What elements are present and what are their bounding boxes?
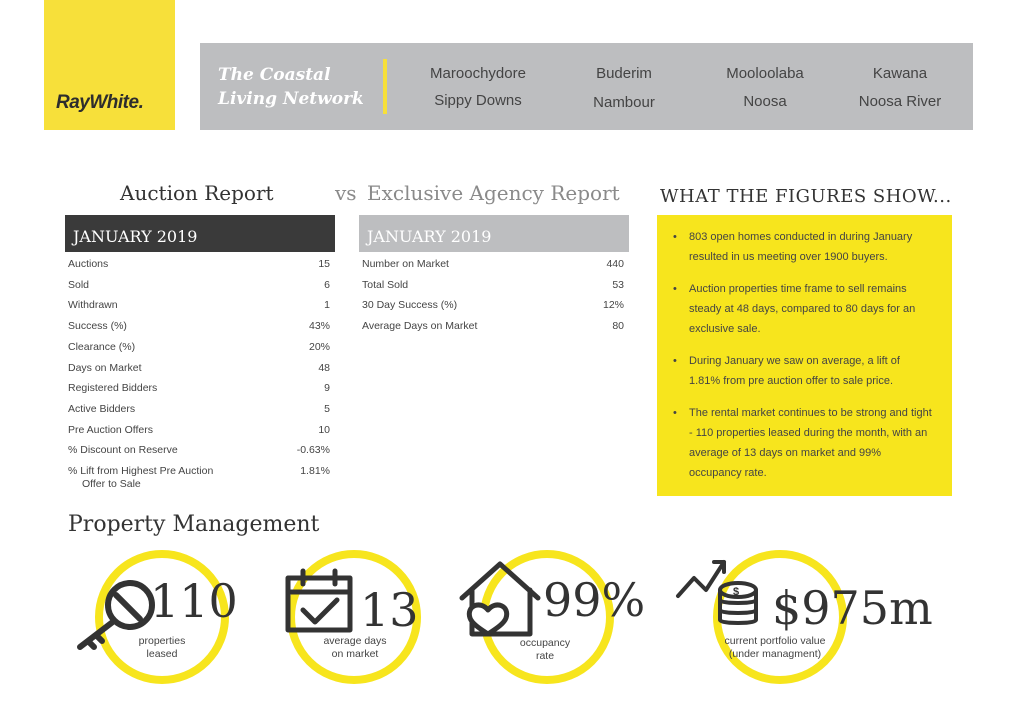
row-label: Sold bbox=[68, 278, 90, 291]
row-label: 30 Day Success (%) bbox=[362, 299, 458, 312]
stat-caption-portfolio: current portfolio value (under managment… bbox=[724, 635, 826, 660]
location-noosa: Noosa bbox=[743, 93, 787, 110]
table-row: 30 Day Success (%) 12% bbox=[362, 299, 624, 313]
location-noosa-river: Noosa River bbox=[858, 93, 942, 110]
logo-text: RayWhite. bbox=[56, 92, 144, 113]
row-label: Total Sold bbox=[362, 278, 409, 291]
row-label: Success (%) bbox=[68, 320, 127, 333]
row-value: 15 bbox=[318, 258, 330, 270]
table-row: Clearance (%) 20% bbox=[68, 341, 330, 355]
row-value: 53 bbox=[612, 278, 624, 291]
row-value: 12% bbox=[602, 299, 624, 312]
auction-report-title: Auction Report bbox=[120, 181, 274, 205]
row-label: Registered Bidders bbox=[68, 382, 158, 395]
table-row: Success (%) 43% bbox=[68, 320, 330, 334]
stat-ring-portfolio bbox=[713, 550, 847, 684]
row-label: Clearance (%) bbox=[68, 340, 136, 353]
row-label: Active Bidders bbox=[68, 402, 136, 415]
row-label: Auctions bbox=[68, 258, 109, 270]
table-row: Average Days on Market 80 bbox=[362, 320, 624, 334]
vs-label: vs bbox=[335, 181, 357, 205]
ray-white-logo: RayWhite. bbox=[44, 0, 175, 130]
network-tagline: The Coastal Living Network bbox=[218, 65, 364, 109]
figure-bullet: 803 open homes conducted in during Janua… bbox=[673, 227, 934, 267]
house-heart-icon bbox=[459, 561, 541, 637]
row-value: 80 bbox=[612, 320, 624, 333]
table-row: Active Bidders 5 bbox=[68, 403, 330, 417]
property-management-title: Property Management bbox=[68, 512, 320, 537]
row-value: 9 bbox=[324, 382, 330, 395]
coins-growth-icon: $ bbox=[676, 560, 758, 625]
key-icon bbox=[77, 580, 155, 650]
stat-value-portfolio: $975m bbox=[772, 581, 933, 635]
row-value: 43% bbox=[308, 320, 330, 333]
row-value: 440 bbox=[606, 258, 624, 270]
row-label: % Lift from Highest Pre Auction Offer to … bbox=[68, 465, 214, 490]
stat-caption-leased: properties leased bbox=[138, 635, 186, 660]
stat-ring-leased bbox=[95, 550, 229, 684]
figure-bullet: During January we saw on average, a lift… bbox=[673, 351, 934, 391]
figures-box: 803 open homes conducted in during Janua… bbox=[657, 215, 952, 496]
row-label: Average Days on Market bbox=[362, 320, 478, 333]
svg-text:$: $ bbox=[733, 586, 739, 598]
table-row: Withdrawn 1 bbox=[68, 299, 330, 313]
exclusive-report-title: Exclusive Agency Report bbox=[367, 181, 620, 205]
row-value: 20% bbox=[308, 340, 330, 353]
location-mooloolaba: Mooloolaba bbox=[726, 65, 804, 82]
row-label: Pre Auction Offers bbox=[68, 423, 154, 436]
banner-divider bbox=[383, 59, 387, 114]
row-value: 10 bbox=[318, 423, 330, 436]
table-row: % Discount on Reserve -0.63% bbox=[68, 444, 330, 458]
row-value: 1.81% bbox=[300, 465, 330, 477]
auction-period-header: JANUARY 2019 bbox=[65, 215, 335, 252]
row-value: 6 bbox=[324, 278, 330, 291]
table-row: Sold 6 bbox=[68, 279, 330, 293]
figures-title: WHAT THE FIGURES SHOW... bbox=[660, 186, 952, 207]
figure-bullet: Auction properties time frame to sell re… bbox=[673, 279, 934, 339]
row-value: 1 bbox=[324, 299, 330, 312]
row-value: 5 bbox=[324, 402, 330, 415]
location-nambour: Nambour bbox=[593, 94, 655, 111]
table-row: Registered Bidders 9 bbox=[68, 382, 330, 396]
row-label: % Discount on Reserve bbox=[68, 444, 178, 457]
row-label: Days on Market bbox=[68, 361, 142, 374]
row-value: -0.63% bbox=[296, 444, 330, 457]
table-row: Days on Market 48 bbox=[68, 362, 330, 376]
row-label: Withdrawn bbox=[68, 299, 118, 312]
calendar-check-icon bbox=[285, 568, 353, 633]
exclusive-period-header: JANUARY 2019 bbox=[359, 215, 629, 252]
table-row: Number on Market 440 bbox=[362, 258, 624, 272]
stat-value-leased: 110 bbox=[150, 574, 238, 628]
table-row: Auctions 15 bbox=[68, 258, 330, 272]
header-banner: The Coastal Living Network Maroochydore … bbox=[200, 43, 973, 130]
stat-ring-days bbox=[287, 550, 421, 684]
stat-caption-days: average days on market bbox=[323, 635, 387, 660]
table-row: Pre Auction Offers 10 bbox=[68, 424, 330, 438]
stat-value-days: 13 bbox=[360, 583, 419, 637]
figure-bullet: The rental market continues to be strong… bbox=[673, 403, 934, 483]
stat-value-occupancy: 99% bbox=[543, 573, 646, 627]
table-row: % Lift from Highest Pre Auction Offer to … bbox=[68, 465, 330, 493]
row-label: Number on Market bbox=[362, 258, 449, 270]
table-row: Total Sold 53 bbox=[362, 279, 624, 293]
location-buderim: Buderim bbox=[596, 65, 652, 82]
row-value: 48 bbox=[318, 361, 330, 374]
location-sippy-downs: Sippy Downs bbox=[434, 92, 522, 109]
location-maroochydore: Maroochydore bbox=[430, 65, 526, 82]
location-kawana: Kawana bbox=[872, 65, 928, 82]
stat-caption-occupancy: occupancy rate bbox=[519, 637, 571, 662]
